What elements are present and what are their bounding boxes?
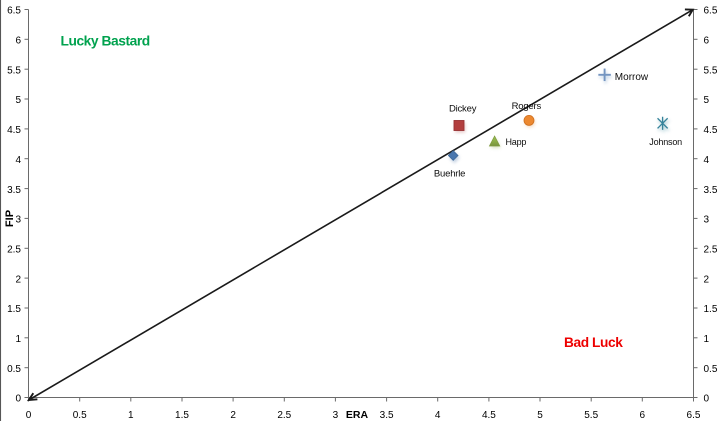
svg-text:6.5: 6.5 (704, 6, 717, 17)
svg-text:FIP: FIP (4, 210, 16, 227)
svg-text:0: 0 (704, 394, 710, 405)
svg-text:3.5: 3.5 (380, 410, 394, 421)
svg-text:6: 6 (704, 36, 710, 47)
svg-text:3.5: 3.5 (704, 185, 717, 196)
svg-text:5.5: 5.5 (704, 65, 717, 76)
svg-text:4.5: 4.5 (482, 410, 496, 421)
svg-text:6: 6 (15, 36, 21, 47)
svg-text:2.5: 2.5 (7, 245, 21, 256)
svg-text:6.5: 6.5 (687, 410, 701, 421)
svg-text:Lucky Bastard: Lucky Bastard (61, 34, 150, 49)
svg-text:1: 1 (704, 334, 710, 345)
svg-text:2: 2 (704, 274, 710, 285)
svg-text:2: 2 (230, 410, 236, 421)
svg-text:Happ: Happ (506, 137, 527, 147)
svg-text:5: 5 (15, 95, 21, 106)
svg-text:0: 0 (26, 410, 32, 421)
svg-text:3.5: 3.5 (7, 185, 21, 196)
svg-text:2.5: 2.5 (704, 245, 717, 256)
svg-text:Johnson: Johnson (649, 137, 682, 147)
svg-text:Rogers: Rogers (512, 101, 542, 112)
svg-text:1: 1 (15, 334, 21, 345)
svg-text:4.5: 4.5 (7, 125, 21, 136)
svg-text:ERA: ERA (346, 409, 369, 421)
svg-text:Bad Luck: Bad Luck (564, 335, 623, 350)
svg-text:1.5: 1.5 (7, 304, 21, 315)
svg-text:6.5: 6.5 (7, 6, 21, 17)
svg-text:5.5: 5.5 (584, 410, 598, 421)
svg-text:Dickey: Dickey (449, 103, 477, 114)
svg-text:Morrow: Morrow (615, 72, 649, 83)
svg-text:1: 1 (128, 410, 134, 421)
svg-text:0.5: 0.5 (704, 364, 717, 375)
svg-text:3: 3 (333, 410, 339, 421)
svg-text:5.5: 5.5 (7, 65, 21, 76)
svg-text:3: 3 (704, 215, 710, 226)
svg-text:4: 4 (435, 410, 441, 421)
svg-text:1.5: 1.5 (175, 410, 189, 421)
svg-text:3: 3 (15, 215, 21, 226)
svg-text:4: 4 (704, 155, 710, 166)
svg-text:0: 0 (15, 394, 21, 405)
svg-text:Buehrle: Buehrle (434, 168, 465, 179)
svg-text:0.5: 0.5 (73, 410, 87, 421)
svg-text:5: 5 (537, 410, 543, 421)
svg-text:6: 6 (640, 410, 646, 421)
svg-text:0.5: 0.5 (7, 364, 21, 375)
svg-text:4: 4 (15, 155, 21, 166)
svg-text:2.5: 2.5 (277, 410, 291, 421)
svg-text:2: 2 (15, 274, 21, 285)
svg-text:1.5: 1.5 (704, 304, 717, 315)
svg-text:4.5: 4.5 (704, 125, 717, 136)
svg-text:5: 5 (704, 95, 710, 106)
